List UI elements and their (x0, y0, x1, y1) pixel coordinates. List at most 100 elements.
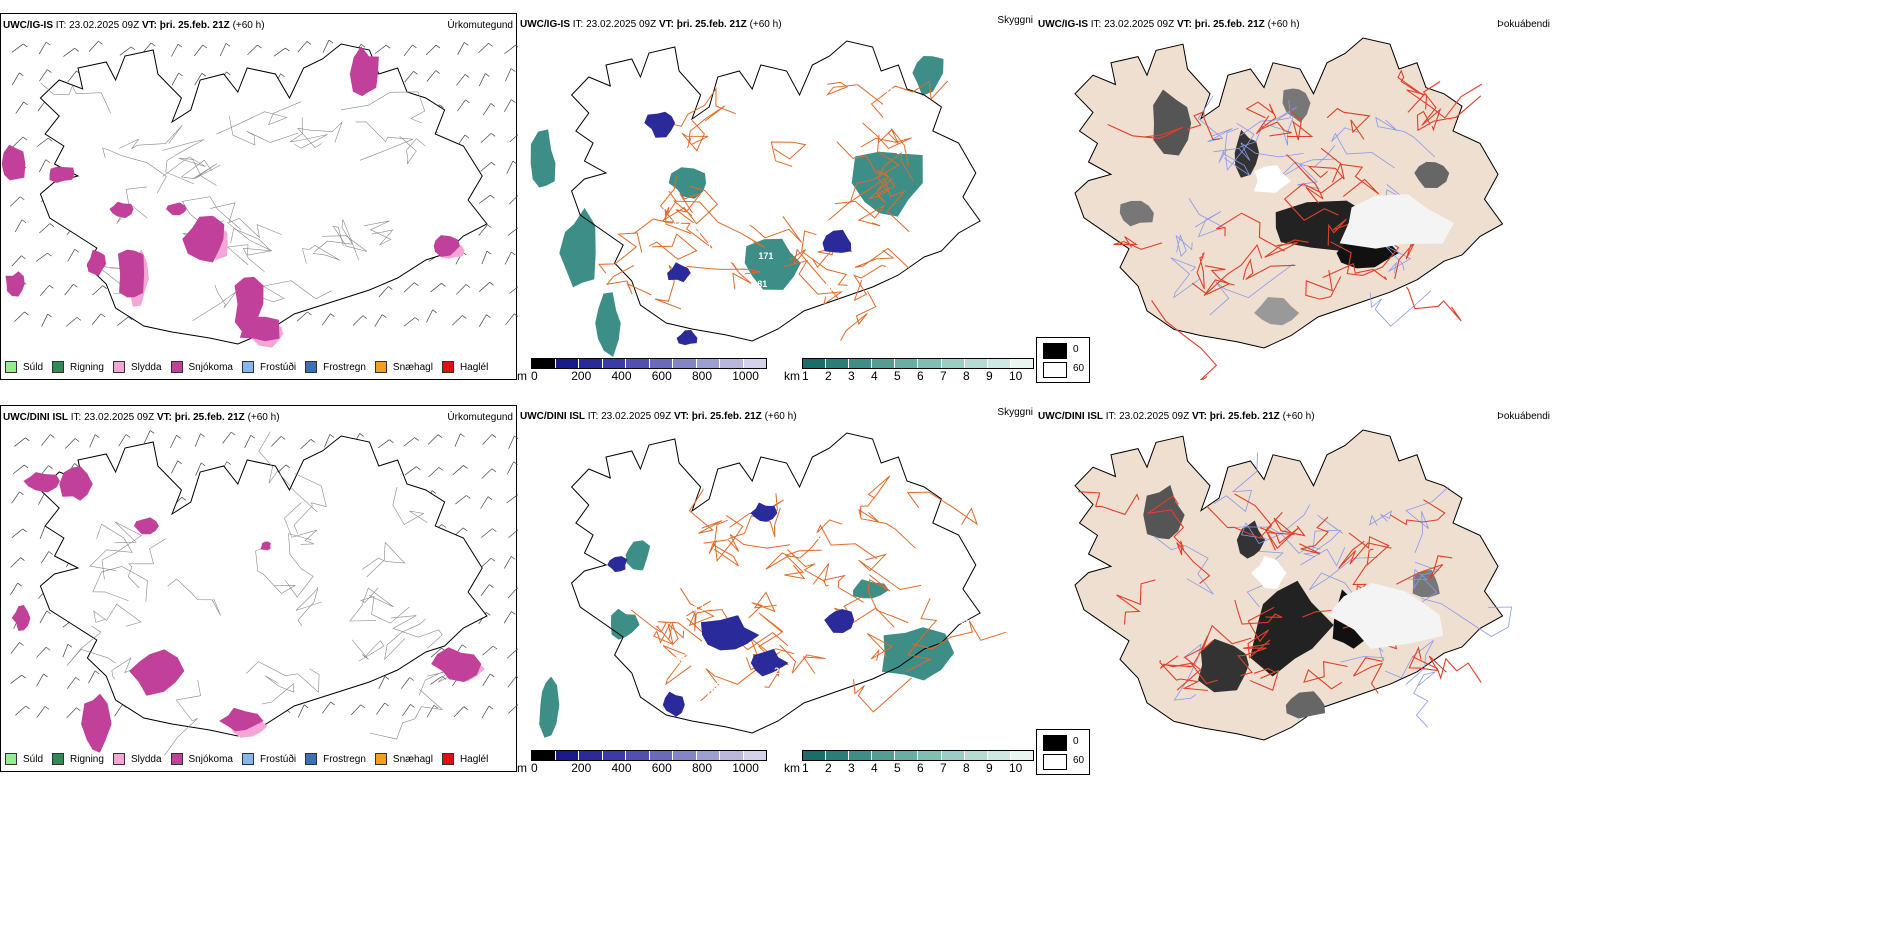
wind-barb (506, 160, 514, 174)
panel-title: Úrkomutegund (447, 20, 513, 31)
wind-barb-flag (230, 431, 236, 436)
low-cloud-area (644, 111, 676, 138)
wind-barb (15, 705, 26, 716)
vt-label: VT: (1176, 19, 1192, 30)
colorbar-strip (531, 358, 767, 369)
river (1297, 158, 1337, 189)
road-network (1113, 236, 1163, 250)
vt-value: þri. 25.feb. 21Z (1209, 411, 1280, 422)
colorbar-bin (555, 751, 579, 760)
cloud-base-point-label: 158 (707, 241, 722, 251)
legend-label: Súld (23, 361, 44, 373)
road-network (687, 105, 726, 149)
wind-barb-flag (23, 464, 29, 469)
wind-barb-flag (310, 439, 316, 443)
wind-barb (506, 494, 518, 504)
road-network (1078, 491, 1140, 516)
road-network (779, 644, 826, 674)
wind-barb (504, 68, 512, 82)
cloud-base-point-label: 18 (961, 531, 971, 541)
colorbar-strip (802, 750, 1034, 761)
legend-label: Rigning (70, 753, 104, 765)
road-network (1331, 163, 1380, 198)
cloud-base-point-label: 88 (870, 688, 880, 698)
terrain-contour (228, 115, 299, 146)
wind-barb-flag (486, 314, 491, 318)
road-network (1397, 69, 1425, 113)
wind-barb-flag (512, 160, 518, 165)
cloud-base-point-label: 119 (931, 532, 946, 542)
wind-barb (38, 492, 46, 505)
legend-label: Snjókoma (188, 753, 233, 765)
colorbar-unit: m (517, 761, 527, 775)
wind-barb-flag (438, 467, 444, 471)
wind-barb-flag (491, 434, 497, 438)
wind-barb-flag (486, 250, 492, 255)
road-network (1107, 123, 1184, 139)
wind-barb (39, 69, 48, 82)
terrain-contour (289, 117, 328, 149)
wind-barb-flag (202, 44, 208, 49)
cloud-base-point-label: 39 (936, 229, 946, 239)
colorbar-ticks: 0 200 400 600 800 1000 (519, 368, 767, 383)
terrain-contour (297, 121, 343, 148)
terrain-contour (89, 523, 133, 571)
legend-swatch (305, 753, 318, 765)
wind-barb (453, 706, 465, 718)
low-visibility-area (668, 167, 707, 199)
wind-barb-flag (462, 644, 467, 649)
wind-barb-flag (23, 43, 28, 48)
wind-barb (67, 249, 76, 262)
wind-barb (12, 72, 20, 86)
legend-label: Frostregn (323, 753, 366, 765)
road-network (788, 248, 840, 301)
snow-area (5, 271, 25, 297)
cloud-base-point-label: 105 (730, 608, 745, 618)
wind-barb (481, 468, 493, 479)
wind-barb (377, 439, 390, 449)
wind-barb-flag (388, 286, 393, 290)
colorbar-ticks: 1 2 3 4 5 6 7 8 9 10 (786, 368, 1034, 383)
colorbar-tick-label: 1 (802, 369, 809, 383)
river (1405, 486, 1449, 554)
wind-barb (378, 676, 386, 690)
road-network (1405, 286, 1462, 322)
wind-barb-flag (464, 42, 469, 46)
road-network (859, 475, 891, 517)
model-name: UWC/IG-IS (520, 19, 570, 30)
colorbar-bin (555, 359, 579, 368)
colorbar-bin (532, 359, 556, 368)
legend-swatch (112, 361, 125, 373)
colorbar-bin (696, 751, 720, 760)
wind-barb (41, 313, 48, 327)
wind-barb-flag (511, 611, 516, 615)
panel-header: UWC/DINI ISL IT: 23.02.2025 09Z VT: þri.… (3, 412, 280, 423)
wind-barb (14, 219, 23, 233)
fog-index-area (1254, 297, 1300, 326)
wind-barb (67, 677, 76, 689)
wind-barb-flag (76, 707, 81, 712)
colorbar-bin (941, 359, 965, 368)
wind-barb-flag (359, 433, 364, 437)
wind-barb-flag (130, 46, 136, 51)
road-network (1247, 606, 1275, 659)
road-network (662, 185, 719, 225)
cloud-base-point-label: 907 (856, 664, 871, 674)
snow-area (109, 201, 134, 219)
wind-barb-flag (360, 704, 366, 709)
lead-time: (+60 h) (247, 412, 280, 423)
road-network (853, 677, 912, 713)
colorbar-bin (602, 359, 626, 368)
colorbar-bin (743, 751, 766, 760)
wind-barb (10, 582, 18, 596)
wind-barb-flag (389, 439, 394, 443)
wind-barb (195, 462, 202, 476)
road-network (648, 233, 698, 260)
wind-barb-flag (74, 48, 79, 52)
wind-barb (12, 136, 24, 147)
road-network (1421, 81, 1442, 132)
wind-barb-flag (17, 582, 22, 587)
road-network (730, 261, 752, 290)
wind-barb (244, 435, 252, 448)
wind-barb (171, 72, 179, 86)
